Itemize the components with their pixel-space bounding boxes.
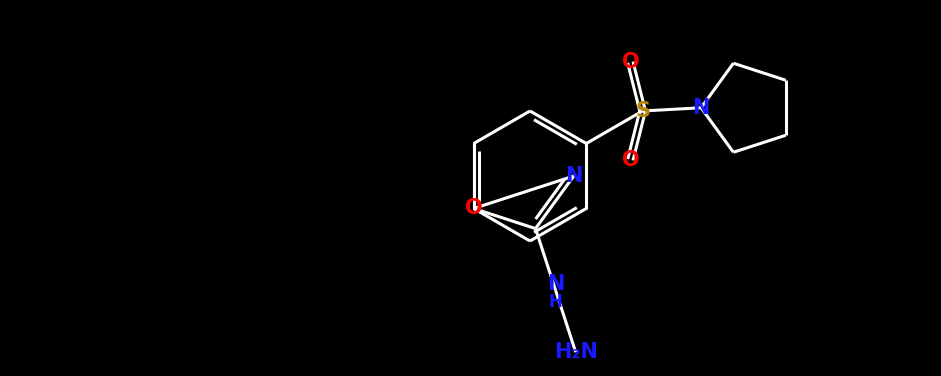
Text: H: H: [549, 293, 563, 311]
Text: H₂N: H₂N: [553, 342, 598, 362]
Text: N: N: [547, 274, 565, 294]
Text: N: N: [565, 166, 582, 186]
Text: O: O: [622, 52, 639, 72]
Text: O: O: [465, 199, 483, 218]
Text: N: N: [693, 98, 710, 118]
Text: O: O: [622, 150, 639, 170]
Text: S: S: [635, 101, 650, 121]
